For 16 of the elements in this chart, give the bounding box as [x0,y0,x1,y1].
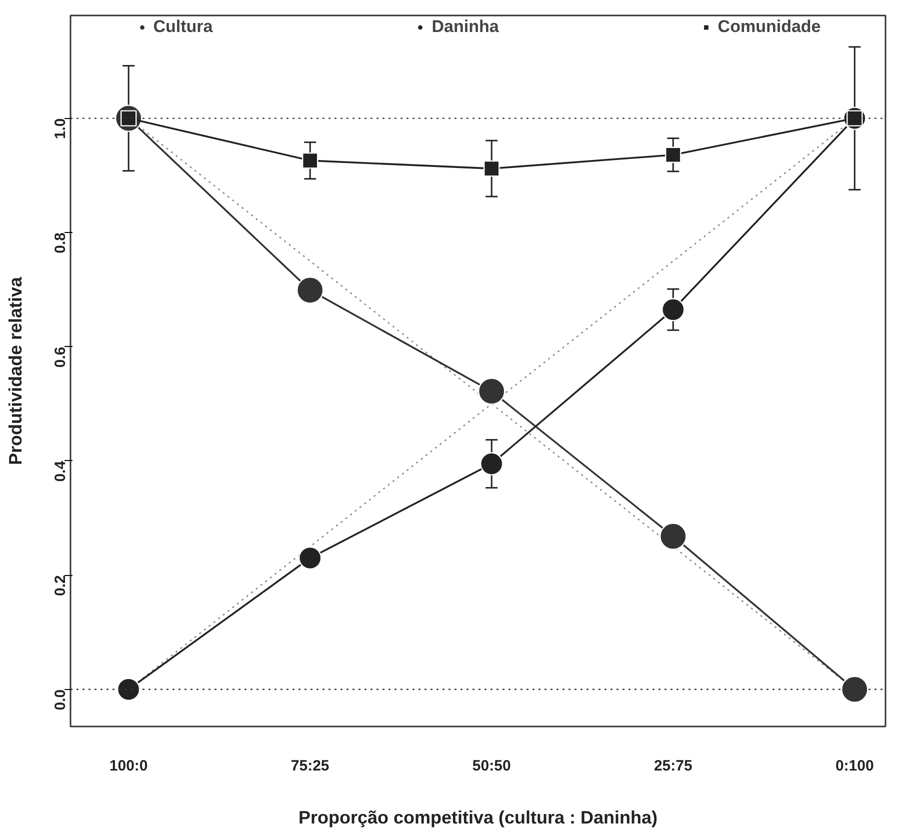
x-axis-title: Proporção competitiva (cultura : Daninha) [298,808,658,828]
y-tick-label: 0.8 [52,232,69,254]
y-tick-label: 0.0 [52,689,69,710]
x-tick-label: 100:0 [109,758,148,774]
y-tick-label: 1.0 [52,118,69,140]
legend-label: Cultura [153,17,213,37]
x-tick-label: 50:50 [472,758,511,774]
legend-label: Comunidade [718,17,821,37]
legend-label: Daninha [432,17,499,37]
y-tick-label: 0.2 [52,575,69,596]
y-axis-title: Produtividade relativa [6,276,26,466]
x-tick-label: 0:100 [835,758,874,774]
y-tick-label: 0.6 [52,346,69,368]
x-tick-label: 75:25 [290,758,330,774]
y-tick-label: 0.4 [52,460,69,482]
x-tick-label: 25:75 [654,758,692,774]
